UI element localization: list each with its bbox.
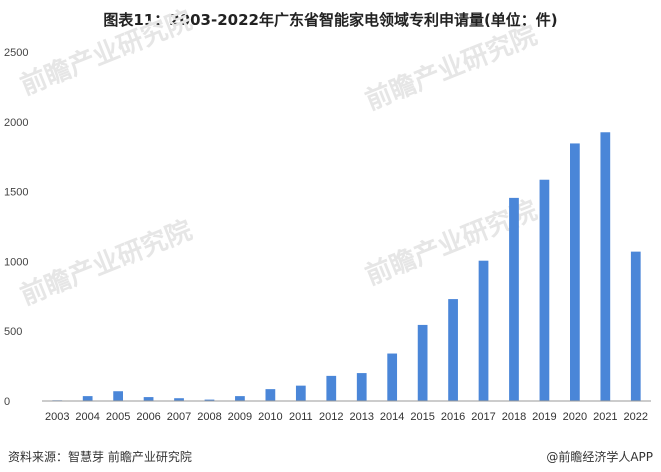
- bar-2018: [509, 197, 519, 401]
- bar-2019: [539, 179, 550, 401]
- y-tick-label: 1000: [4, 256, 28, 268]
- bar-2009: [235, 396, 245, 401]
- x-tick-label: 2003: [45, 411, 69, 423]
- bar-2017: [478, 260, 489, 401]
- bar-2012: [326, 375, 337, 401]
- x-tick-label: 2007: [167, 411, 191, 423]
- x-tick-label: 2012: [319, 411, 343, 423]
- x-tick-label: 2013: [349, 411, 373, 423]
- bar-2005: [113, 391, 123, 401]
- x-tick-label: 2009: [228, 411, 252, 423]
- y-tick-label: 2500: [4, 47, 28, 59]
- bar-2010: [265, 389, 276, 401]
- brand-note: @前瞻经济学人APP: [546, 450, 653, 464]
- watermark-text: 前瞻产业研究院: [361, 20, 541, 117]
- x-tick-label: 2017: [471, 411, 495, 423]
- bar-2008: [204, 399, 215, 401]
- x-tick-label: 2018: [502, 411, 526, 423]
- bar-2011: [295, 385, 306, 401]
- watermark-text: 前瞻产业研究院: [16, 215, 196, 312]
- bar-2020: [570, 143, 580, 402]
- x-axis: 2003 2004 2005 2006 2007 2008 2009 2010 2011 2012…: [42, 400, 651, 423]
- x-tick-label: 2008: [197, 411, 221, 423]
- x-tick-label: 2005: [106, 411, 130, 423]
- x-tick-label: 2010: [258, 411, 282, 423]
- bar-2007: [174, 398, 184, 401]
- x-tick-label: 2004: [75, 411, 99, 423]
- x-tick-label: 2021: [593, 411, 617, 423]
- y-tick-label: 0: [4, 396, 10, 408]
- x-tick-label: 2011: [289, 411, 313, 423]
- bar-2015: [417, 324, 428, 401]
- watermark-text: 前瞻产业研究院: [16, 5, 196, 102]
- x-tick-label: 2016: [441, 411, 465, 423]
- bars: [52, 132, 641, 402]
- y-tick-label: 500: [4, 326, 22, 338]
- x-tick-label: 2014: [380, 411, 404, 423]
- x-tick-label: 2019: [532, 411, 556, 423]
- y-tick-label: 2000: [4, 117, 28, 129]
- y-axis: 0 500 1000 1500 2000 2500: [4, 47, 28, 408]
- bar-2022: [630, 251, 641, 401]
- bar-2006: [143, 397, 154, 401]
- x-tick-label: 2006: [136, 411, 160, 423]
- x-tick-label: 2020: [563, 411, 587, 423]
- bar-2004: [82, 396, 93, 401]
- bar-2014: [387, 353, 398, 401]
- x-tick-label: 2022: [624, 411, 648, 423]
- bar-2013: [356, 373, 367, 401]
- bar-2021: [600, 132, 611, 401]
- x-tick-label: 2015: [410, 411, 434, 423]
- y-tick-label: 1500: [4, 187, 28, 199]
- chart-title: 图表11：2003-2022年广东省智能家电领域专利申请量(单位：件): [103, 11, 558, 29]
- source-note: 资料来源：智慧芽 前瞻产业研究院: [8, 450, 192, 464]
- bar-2016: [448, 299, 458, 401]
